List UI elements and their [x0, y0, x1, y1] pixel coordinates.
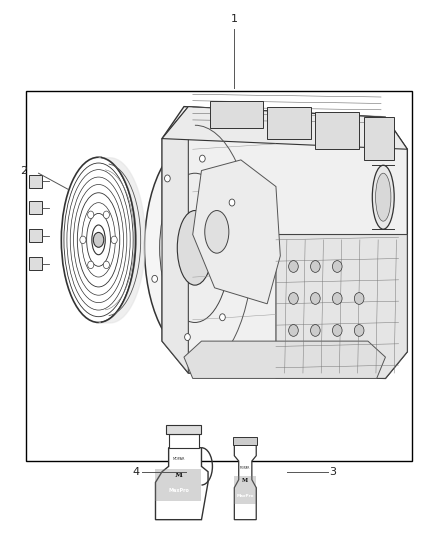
Ellipse shape — [80, 236, 86, 244]
Ellipse shape — [103, 211, 110, 219]
Ellipse shape — [289, 261, 298, 272]
Ellipse shape — [219, 314, 225, 321]
Bar — [166, 425, 201, 434]
Text: MaxPro: MaxPro — [168, 488, 189, 493]
Ellipse shape — [145, 141, 245, 354]
Ellipse shape — [375, 173, 391, 221]
Polygon shape — [162, 107, 407, 149]
Ellipse shape — [103, 261, 110, 269]
Bar — [210, 101, 263, 128]
Ellipse shape — [332, 325, 342, 336]
Ellipse shape — [88, 261, 94, 269]
Ellipse shape — [70, 177, 127, 303]
Ellipse shape — [61, 157, 136, 322]
Bar — [364, 117, 394, 160]
Ellipse shape — [372, 165, 394, 229]
Ellipse shape — [289, 325, 298, 336]
Ellipse shape — [74, 184, 124, 295]
Polygon shape — [193, 160, 280, 304]
Bar — [233, 437, 257, 445]
Ellipse shape — [229, 199, 235, 206]
Text: 2: 2 — [21, 166, 28, 175]
Ellipse shape — [152, 276, 158, 282]
Ellipse shape — [332, 293, 342, 304]
Ellipse shape — [93, 232, 104, 247]
Ellipse shape — [332, 261, 342, 272]
FancyBboxPatch shape — [29, 229, 42, 242]
FancyBboxPatch shape — [29, 201, 42, 214]
Ellipse shape — [111, 236, 117, 244]
Ellipse shape — [199, 155, 205, 162]
Ellipse shape — [82, 203, 115, 277]
Ellipse shape — [64, 163, 133, 317]
Text: MaxPro: MaxPro — [237, 494, 254, 498]
Polygon shape — [276, 235, 407, 378]
Polygon shape — [184, 341, 385, 378]
Polygon shape — [234, 445, 256, 520]
Bar — [267, 107, 311, 139]
Ellipse shape — [205, 211, 229, 253]
Ellipse shape — [92, 225, 105, 255]
Ellipse shape — [354, 293, 364, 304]
Text: 3: 3 — [329, 467, 336, 477]
Polygon shape — [155, 448, 208, 520]
Ellipse shape — [67, 169, 130, 310]
Text: MOPAR: MOPAR — [173, 457, 185, 462]
Ellipse shape — [88, 211, 94, 219]
Text: M: M — [242, 478, 248, 483]
Ellipse shape — [185, 334, 191, 341]
Text: 4: 4 — [132, 467, 139, 477]
Ellipse shape — [289, 293, 298, 304]
FancyBboxPatch shape — [29, 175, 42, 188]
Bar — [26, 91, 412, 461]
Bar — [169, 434, 199, 448]
Bar — [155, 469, 201, 501]
Bar — [234, 476, 256, 504]
FancyBboxPatch shape — [29, 257, 42, 270]
Ellipse shape — [87, 213, 110, 266]
Ellipse shape — [311, 325, 320, 336]
Text: MOPAR: MOPAR — [240, 466, 251, 470]
Text: 1: 1 — [231, 14, 238, 23]
Ellipse shape — [177, 211, 212, 285]
Bar — [315, 112, 359, 149]
Ellipse shape — [354, 325, 364, 336]
Ellipse shape — [311, 261, 320, 272]
Ellipse shape — [165, 175, 170, 182]
Ellipse shape — [159, 173, 230, 322]
Ellipse shape — [311, 293, 320, 304]
Text: M: M — [175, 471, 183, 480]
Polygon shape — [162, 107, 407, 378]
Ellipse shape — [78, 193, 120, 287]
Polygon shape — [162, 107, 188, 373]
